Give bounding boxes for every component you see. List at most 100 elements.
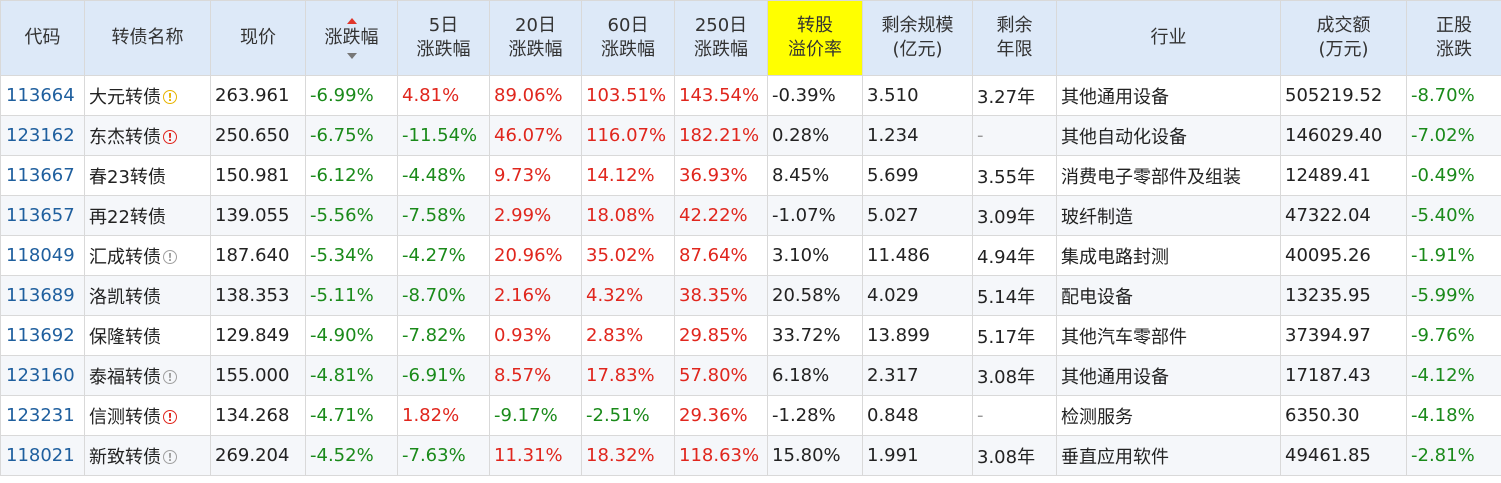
cell-years: 5.17年 — [972, 315, 1057, 356]
bond-name[interactable]: 东杰转债 — [89, 126, 161, 148]
cell-name[interactable]: 东杰转债! — [84, 115, 211, 156]
bond-name[interactable]: 信测转债 — [89, 406, 161, 428]
cell-name[interactable]: 保隆转债 — [84, 315, 211, 356]
table-row[interactable]: 113692 保隆转债 129.849 -4.90% -7.82% 0.93% 2.83% 2… — [0, 315, 1501, 356]
table-row[interactable]: 118021 新致转债! 269.204 -4.52% -7.63% 11.31% 18.3… — [0, 435, 1501, 476]
cell-d5: -11.54% — [397, 115, 490, 156]
col-stock-change-header[interactable]: 正股 涨跌 — [1406, 0, 1501, 76]
alert-icon[interactable]: ! — [163, 409, 177, 424]
cell-premium: 20.58% — [767, 275, 863, 316]
col-name-header[interactable]: 转债名称 — [84, 0, 211, 76]
bond-name[interactable]: 泰福转债 — [89, 366, 161, 388]
cell-d20: 0.93% — [489, 315, 582, 356]
cell-d5: -4.27% — [397, 235, 490, 276]
cell-d20: 46.07% — [489, 115, 582, 156]
col-5d-header[interactable]: 5日 涨跌幅 — [397, 0, 490, 76]
cell-years: 4.94年 — [972, 235, 1057, 276]
cell-d250: 42.22% — [674, 195, 768, 236]
bond-name[interactable]: 保隆转债 — [89, 326, 161, 348]
cell-d20: 9.73% — [489, 155, 582, 196]
cell-price: 150.981 — [210, 155, 306, 196]
col-60d-header[interactable]: 60日 涨跌幅 — [581, 0, 675, 76]
cell-name[interactable]: 大元转债! — [84, 75, 211, 116]
cell-code[interactable]: 123160 — [0, 355, 85, 396]
cell-d60: 116.07% — [581, 115, 675, 156]
table-row[interactable]: 113667 春23转债 150.981 -6.12% -4.48% 9.73% 14.12… — [0, 155, 1501, 196]
cell-turnover: 17187.43 — [1280, 355, 1407, 396]
bond-name[interactable]: 新致转债 — [89, 446, 161, 468]
col-change-header[interactable]: 涨跌幅 — [305, 0, 398, 76]
header-sublabel: 涨跌 — [1436, 39, 1472, 60]
cell-price: 187.640 — [210, 235, 306, 276]
cell-years: 3.09年 — [972, 195, 1057, 236]
cell-name[interactable]: 泰福转债! — [84, 355, 211, 396]
cell-d5: -8.70% — [397, 275, 490, 316]
cell-code[interactable]: 123162 — [0, 115, 85, 156]
bond-name[interactable]: 洛凯转债 — [89, 286, 161, 308]
col-scale-header[interactable]: 剩余规模 (亿元) — [862, 0, 973, 76]
cell-years: 3.08年 — [972, 355, 1057, 396]
col-price-header[interactable]: 现价 — [210, 0, 306, 76]
cell-code[interactable]: 113689 — [0, 275, 85, 316]
cell-chg: -6.12% — [305, 155, 398, 196]
col-turnover-header[interactable]: 成交额 (万元) — [1280, 0, 1407, 76]
cell-code[interactable]: 113667 — [0, 155, 85, 196]
cell-scale: 2.317 — [862, 355, 973, 396]
table-row[interactable]: 123160 泰福转债! 155.000 -4.81% -6.91% 8.57% 17.83… — [0, 355, 1501, 396]
cell-years: 3.55年 — [972, 155, 1057, 196]
cell-turnover: 40095.26 — [1280, 235, 1407, 276]
cell-name[interactable]: 春23转债 — [84, 155, 211, 196]
col-years-header[interactable]: 剩余 年限 — [972, 0, 1057, 76]
cell-code[interactable]: 113692 — [0, 315, 85, 356]
cell-code[interactable]: 113664 — [0, 75, 85, 116]
cell-name[interactable]: 汇成转债! — [84, 235, 211, 276]
cell-d20: -9.17% — [489, 395, 582, 436]
col-code-header[interactable]: 代码 — [0, 0, 85, 76]
table-row[interactable]: 113657 再22转债 139.055 -5.56% -7.58% 2.99% 18.08… — [0, 195, 1501, 236]
cell-stock-chg: -4.12% — [1406, 355, 1501, 396]
cell-industry: 其他通用设备 — [1056, 355, 1281, 396]
cell-code[interactable]: 123231 — [0, 395, 85, 436]
cell-d20: 2.16% — [489, 275, 582, 316]
table-row[interactable]: 118049 汇成转债! 187.640 -5.34% -4.27% 20.96% 35.0… — [0, 235, 1501, 276]
cell-code[interactable]: 118049 — [0, 235, 85, 276]
cell-d60: 14.12% — [581, 155, 675, 196]
bond-name[interactable]: 汇成转债 — [89, 246, 161, 268]
alert-icon[interactable]: ! — [163, 129, 177, 144]
cell-stock-chg: -9.76% — [1406, 315, 1501, 356]
cell-stock-chg: -0.49% — [1406, 155, 1501, 196]
bond-name[interactable]: 大元转债 — [89, 86, 161, 108]
header-label: 20日 — [515, 15, 556, 36]
cell-code[interactable]: 113657 — [0, 195, 85, 236]
cell-turnover: 6350.30 — [1280, 395, 1407, 436]
table-row[interactable]: 123231 信测转债! 134.268 -4.71% 1.82% -9.17% -2.51… — [0, 395, 1501, 436]
cell-stock-chg: -5.40% — [1406, 195, 1501, 236]
cell-industry: 消费电子零部件及组装 — [1056, 155, 1281, 196]
cell-price: 263.961 — [210, 75, 306, 116]
cell-name[interactable]: 洛凯转债 — [84, 275, 211, 316]
table-row[interactable]: 113664 大元转债! 263.961 -6.99% 4.81% 89.06% 103.5… — [0, 75, 1501, 116]
cell-stock-chg: -8.70% — [1406, 75, 1501, 116]
sort-ascending-icon[interactable] — [346, 17, 357, 24]
table-row[interactable]: 123162 东杰转债! 250.650 -6.75% -11.54% 46.07% 116… — [0, 115, 1501, 156]
header-label: 转债名称 — [111, 27, 184, 48]
info-icon[interactable]: ! — [163, 369, 177, 384]
bond-name[interactable]: 春23转债 — [89, 166, 166, 188]
bond-name[interactable]: 再22转债 — [89, 206, 166, 228]
cell-d250: 118.63% — [674, 435, 768, 476]
col-premium-header[interactable]: 转股 溢价率 — [767, 0, 863, 76]
info-icon[interactable]: ! — [163, 249, 177, 264]
sort-descending-icon[interactable] — [346, 52, 357, 59]
cell-code[interactable]: 118021 — [0, 435, 85, 476]
col-industry-header[interactable]: 行业 — [1056, 0, 1281, 76]
col-250d-header[interactable]: 250日 涨跌幅 — [674, 0, 768, 76]
col-20d-header[interactable]: 20日 涨跌幅 — [489, 0, 582, 76]
table-row[interactable]: 113689 洛凯转债 138.353 -5.11% -8.70% 2.16% 4.32% 3… — [0, 275, 1501, 316]
warn-icon[interactable]: ! — [163, 89, 177, 104]
cell-d5: -6.91% — [397, 355, 490, 396]
cell-name[interactable]: 新致转债! — [84, 435, 211, 476]
info-icon[interactable]: ! — [163, 449, 177, 464]
cell-name[interactable]: 再22转债 — [84, 195, 211, 236]
cell-name[interactable]: 信测转债! — [84, 395, 211, 436]
cell-premium: -1.07% — [767, 195, 863, 236]
